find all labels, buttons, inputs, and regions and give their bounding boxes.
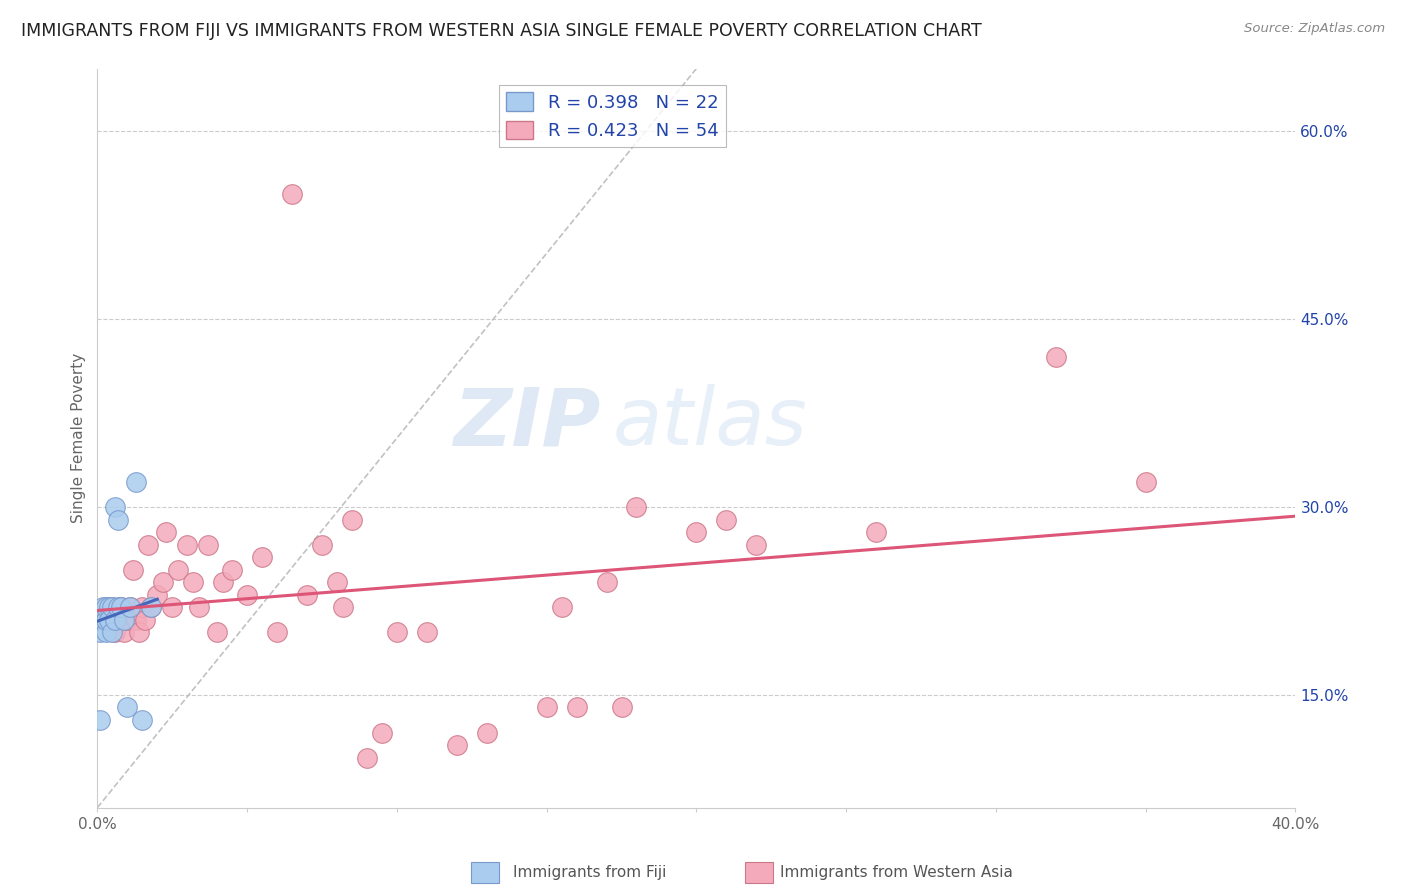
Text: Immigrants from Western Asia: Immigrants from Western Asia — [780, 865, 1014, 880]
Point — [96, 625, 118, 640]
Point — [101, 600, 124, 615]
Point — [212, 575, 235, 590]
Point — [141, 600, 163, 615]
Point — [475, 725, 498, 739]
Point — [96, 613, 118, 627]
Point — [101, 625, 124, 640]
Point — [865, 524, 887, 539]
Point — [160, 600, 183, 615]
Point — [197, 538, 219, 552]
Point — [101, 600, 124, 615]
Point — [295, 588, 318, 602]
Point — [131, 713, 153, 727]
Point — [716, 512, 738, 526]
Point — [136, 538, 159, 552]
Point — [98, 613, 121, 627]
Point — [146, 588, 169, 602]
Point — [595, 575, 617, 590]
Point — [117, 700, 139, 714]
Point — [536, 700, 558, 714]
Point — [96, 600, 118, 615]
Point — [155, 524, 177, 539]
Point — [236, 588, 259, 602]
Point — [188, 600, 211, 615]
Point — [311, 538, 333, 552]
Point — [107, 613, 129, 627]
Point — [181, 575, 204, 590]
Point — [104, 625, 127, 640]
Point — [107, 600, 129, 615]
Point — [610, 700, 633, 714]
Point — [745, 538, 768, 552]
Y-axis label: Single Female Poverty: Single Female Poverty — [72, 353, 86, 524]
Point — [110, 600, 132, 615]
Point — [117, 613, 139, 627]
Point — [626, 500, 648, 514]
Point — [141, 600, 163, 615]
Text: ZIP: ZIP — [453, 384, 600, 462]
Point — [332, 600, 354, 615]
Point — [110, 600, 132, 615]
Point — [104, 500, 127, 514]
Text: Source: ZipAtlas.com: Source: ZipAtlas.com — [1244, 22, 1385, 36]
Point — [385, 625, 408, 640]
Point — [1045, 350, 1067, 364]
Legend: R = 0.398   N = 22, R = 0.423   N = 54: R = 0.398 N = 22, R = 0.423 N = 54 — [499, 85, 725, 147]
Point — [356, 750, 378, 764]
Point — [167, 563, 190, 577]
Point — [131, 600, 153, 615]
Text: Immigrants from Fiji: Immigrants from Fiji — [513, 865, 666, 880]
Point — [266, 625, 288, 640]
Text: IMMIGRANTS FROM FIJI VS IMMIGRANTS FROM WESTERN ASIA SINGLE FEMALE POVERTY CORRE: IMMIGRANTS FROM FIJI VS IMMIGRANTS FROM … — [21, 22, 981, 40]
Point — [416, 625, 439, 640]
Point — [93, 613, 115, 627]
Point — [152, 575, 174, 590]
Point — [685, 524, 707, 539]
Point — [112, 613, 135, 627]
Point — [1135, 475, 1157, 489]
Point — [122, 563, 145, 577]
Point — [107, 512, 129, 526]
Point — [93, 600, 115, 615]
Point — [565, 700, 588, 714]
Point — [250, 550, 273, 565]
Point — [128, 625, 150, 640]
Point — [120, 600, 142, 615]
Text: atlas: atlas — [613, 384, 807, 462]
Point — [89, 625, 111, 640]
Point — [281, 186, 304, 201]
Point — [112, 625, 135, 640]
Point — [120, 600, 142, 615]
Point — [134, 613, 156, 627]
Point — [340, 512, 363, 526]
Point — [125, 613, 148, 627]
Point — [98, 600, 121, 615]
Point — [326, 575, 349, 590]
Point — [104, 613, 127, 627]
Point — [371, 725, 394, 739]
Point — [125, 475, 148, 489]
Point — [96, 613, 118, 627]
Point — [89, 713, 111, 727]
Point — [446, 738, 468, 752]
Point — [221, 563, 243, 577]
Point — [205, 625, 228, 640]
Point — [550, 600, 572, 615]
Point — [176, 538, 198, 552]
